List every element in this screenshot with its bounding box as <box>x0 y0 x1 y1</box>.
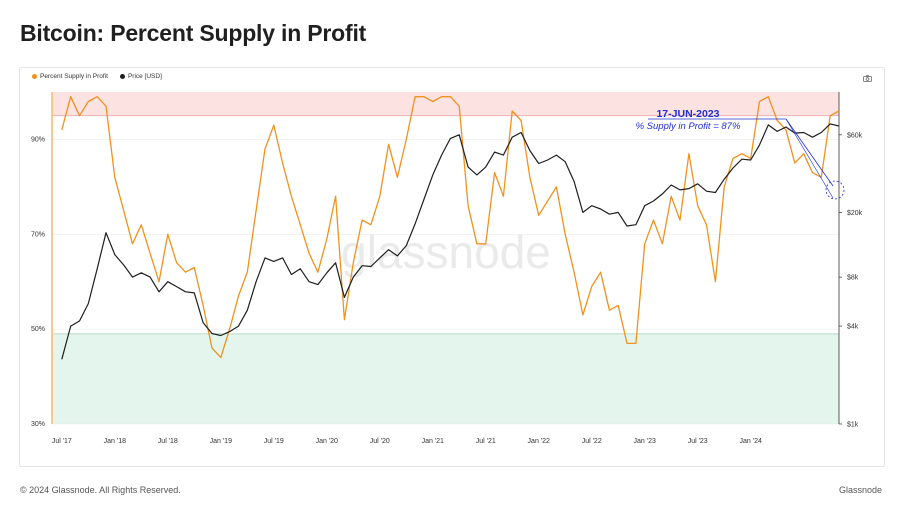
y-right-tick-label: $60k <box>847 132 863 139</box>
annotation-leader <box>785 118 834 187</box>
series-line-price <box>61 123 840 360</box>
y-right-tick-label: $4k <box>847 324 859 331</box>
footer-brand[interactable]: Glassnode <box>838 485 882 495</box>
band-1 <box>53 333 839 424</box>
x-tick-label: Jul '20 <box>370 438 390 445</box>
x-tick-label: Jan '19 <box>210 438 232 445</box>
x-tick-label: Jan '20 <box>316 438 338 445</box>
chart[interactable]: 30% 50% 70% 90% glassnode $1k $4k $8k $20k $60k Ju… <box>20 68 884 466</box>
y-right-tick-label: $8k <box>847 275 859 282</box>
annotation-circle <box>825 180 845 200</box>
series-line-profit <box>61 96 840 359</box>
legend-dot-profit <box>32 74 37 79</box>
legend-item-profit[interactable]: Percent Supply in Profit <box>32 73 108 80</box>
y-left-tick-label: 90% <box>31 136 45 143</box>
annotation-text: % Supply in Profit = 87% <box>636 121 741 132</box>
legend-label-profit: Percent Supply in Profit <box>40 73 108 80</box>
x-tick-label: Jan '21 <box>422 438 444 445</box>
y-left-tick-label: 50% <box>31 326 45 333</box>
y-left-tick-label: 30% <box>31 421 45 428</box>
x-tick-label: Jul '21 <box>476 438 496 445</box>
legend-label-price: Price [USD] <box>127 73 162 80</box>
annotation-date: 17-JUN-2023 <box>656 108 719 120</box>
band-0 <box>53 92 839 116</box>
camera-icon[interactable] <box>863 75 872 82</box>
watermark: glassnode <box>341 226 551 278</box>
annotation-leader-2 <box>785 118 834 199</box>
x-tick-label: Jan '23 <box>634 438 656 445</box>
legend-dot-price <box>119 74 125 79</box>
y-right-tick-label: $20k <box>847 210 863 217</box>
x-tick-label: Jan '18 <box>104 438 126 445</box>
x-tick-label: Jul '19 <box>264 438 284 445</box>
x-tick-label: Jul '23 <box>688 438 708 445</box>
chart-legend: Percent Supply in Profit Price [USD] <box>32 73 162 80</box>
y-left-tick-label: 70% <box>31 231 45 238</box>
legend-item-price[interactable]: Price [USD] <box>119 73 162 80</box>
chart-card: 30% 50% 70% 90% glassnode $1k $4k $8k $20k $60k Ju… <box>19 67 885 467</box>
page-title: Bitcoin: Percent Supply in Profit <box>20 20 367 46</box>
y-right-tick-label: $1k <box>847 422 859 429</box>
x-tick-label: Jul '18 <box>158 438 178 445</box>
x-tick-label: Jul '17 <box>52 438 72 445</box>
footer-copyright: © 2024 Glassnode. All Rights Reserved. <box>20 485 181 495</box>
x-tick-label: Jan '22 <box>528 438 550 445</box>
x-tick-label: Jul '22 <box>582 438 602 445</box>
x-tick-label: Jan '24 <box>740 438 762 445</box>
